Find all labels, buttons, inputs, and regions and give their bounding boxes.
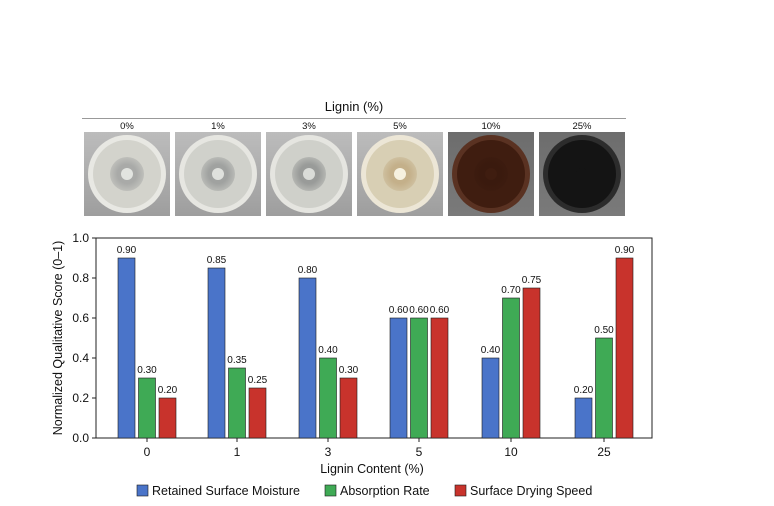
plate-label: 0%	[120, 121, 134, 132]
dish-sample-disc	[485, 168, 497, 180]
bar-value-label: 0.50	[594, 325, 614, 336]
legend-label: Absorption Rate	[340, 484, 430, 498]
plates-divider	[82, 118, 626, 119]
bar	[430, 317, 449, 439]
bar	[522, 287, 541, 439]
y-axis-title: Normalized Qualitative Score (0–1)	[51, 241, 65, 436]
dish-sample-disc	[212, 168, 224, 180]
petri-dish-photo	[84, 132, 170, 216]
bar-value-label: 0.30	[339, 365, 359, 376]
plate-label: 25%	[572, 121, 592, 132]
y-tick-label: 0.8	[72, 271, 89, 285]
x-tick-label: 10	[504, 445, 518, 459]
petri-dish-photo	[266, 132, 352, 216]
bar-value-label: 0.60	[389, 305, 409, 316]
petri-dish-photo	[357, 132, 443, 216]
y-tick-label: 0.0	[72, 431, 89, 445]
legend-swatch	[136, 484, 149, 497]
y-tick-label: 0.4	[72, 351, 89, 365]
plate-label: 3%	[302, 121, 316, 132]
legend-swatch	[454, 484, 467, 497]
bar	[615, 257, 634, 439]
bar-value-label: 0.90	[615, 245, 635, 256]
plate-label: 1%	[211, 121, 225, 132]
bar	[595, 337, 613, 439]
bar-value-label: 0.90	[117, 245, 137, 256]
bar	[574, 397, 593, 439]
bar-value-label: 0.40	[318, 345, 338, 356]
x-axis-title: Lignin Content (%)	[320, 462, 424, 476]
petri-dish-photo	[175, 132, 261, 216]
bar-value-label: 0.70	[501, 285, 521, 296]
dish-sample-disc	[576, 168, 588, 180]
plot-frame	[95, 237, 653, 439]
bar	[228, 367, 246, 439]
bar-value-label: 0.20	[158, 385, 178, 396]
plate-label: 10%	[481, 121, 501, 132]
x-tick-label: 0	[144, 445, 151, 459]
bar	[298, 277, 317, 439]
plate-label: 5%	[393, 121, 407, 132]
bar	[389, 317, 408, 439]
legend-label: Retained Surface Moisture	[152, 484, 300, 498]
bar-value-label: 0.80	[298, 265, 318, 276]
petri-dish-photo	[539, 132, 625, 216]
bar-value-label: 0.60	[409, 305, 429, 316]
x-tick-label: 25	[597, 445, 611, 459]
bar-value-label: 0.35	[227, 355, 247, 366]
bar	[339, 377, 358, 439]
dish-sample-disc	[394, 168, 406, 180]
bar-value-label: 0.30	[137, 365, 157, 376]
y-tick-label: 0.2	[72, 391, 89, 405]
bar-value-label: 0.85	[207, 255, 227, 266]
legend-swatch	[324, 484, 337, 497]
bar-value-label: 0.20	[574, 385, 594, 396]
bar	[158, 397, 177, 439]
bar	[207, 267, 226, 439]
y-tick-label: 0.6	[72, 311, 89, 325]
legend-label: Surface Drying Speed	[470, 484, 592, 498]
bar	[481, 357, 500, 439]
bar-value-label: 0.75	[522, 275, 542, 286]
bar-value-label: 0.40	[481, 345, 501, 356]
x-tick-label: 1	[234, 445, 241, 459]
x-tick-label: 3	[325, 445, 332, 459]
bar	[410, 317, 428, 439]
x-tick-label: 5	[416, 445, 423, 459]
bar	[138, 377, 156, 439]
bar-value-label: 0.60	[430, 305, 450, 316]
y-tick-label: 1.0	[72, 231, 89, 245]
dish-sample-disc	[121, 168, 133, 180]
petri-dish-photo	[448, 132, 534, 216]
dish-sample-disc	[303, 168, 315, 180]
bar	[117, 257, 136, 439]
bar	[502, 297, 520, 439]
bar-value-label: 0.25	[248, 375, 268, 386]
plates-title: Lignin (%)	[324, 99, 384, 114]
bar	[319, 357, 337, 439]
bar	[248, 387, 267, 439]
